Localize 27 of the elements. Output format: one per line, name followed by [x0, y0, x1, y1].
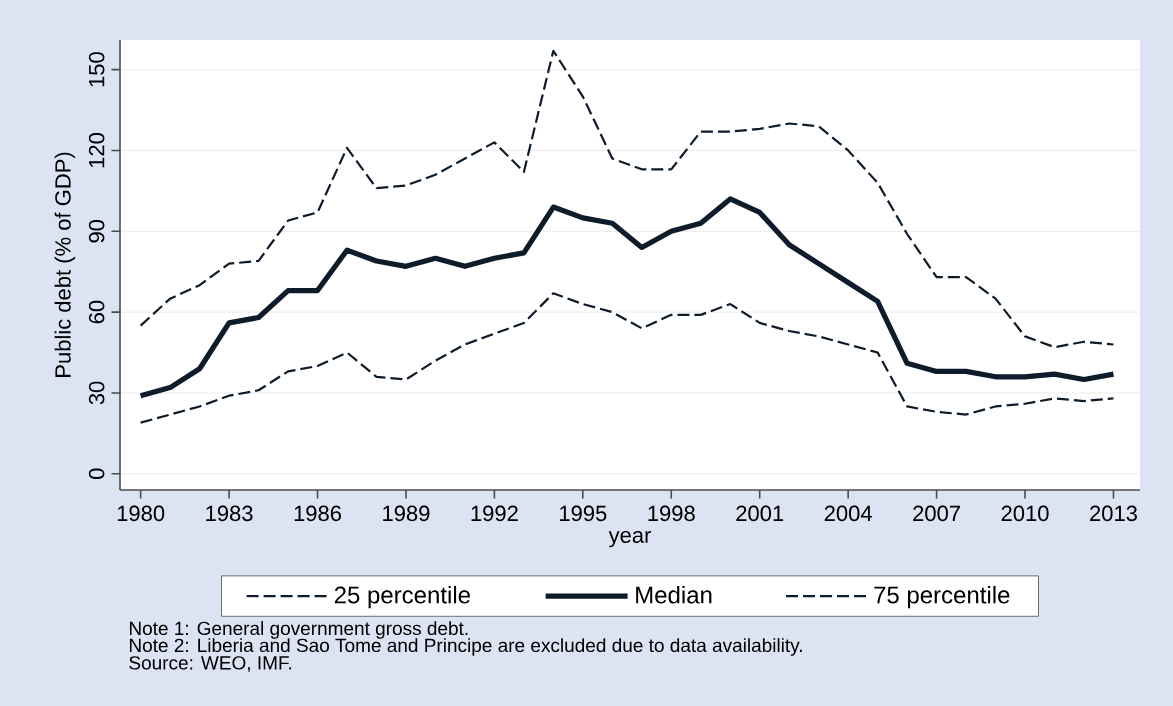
source-note: Source: WEO, IMF.	[129, 656, 292, 672]
y-tick-label: 30	[88, 381, 105, 405]
x-tick-label: 1980	[117, 505, 165, 522]
x-tick-label: 1998	[648, 505, 695, 522]
x-tick-label: 1995	[560, 505, 607, 522]
y-axis-title: Public debt (% of GDP)	[54, 152, 76, 377]
x-tick-label: 2010	[1001, 505, 1049, 522]
x-tick-label: 1992	[471, 505, 518, 522]
legend-label: 75 percentile	[874, 585, 1010, 609]
legend-label: Median	[636, 585, 712, 604]
x-tick-label: 2007	[913, 505, 960, 522]
x-tick-label: 2013	[1090, 505, 1137, 522]
y-tick-label: 120	[88, 133, 105, 168]
x-tick-label: 2004	[824, 505, 872, 522]
y-tick-label: 90	[88, 219, 105, 243]
line-series	[139, 292, 1115, 424]
x-tick-label: 1989	[383, 505, 430, 522]
x-tick-label: 2001	[736, 505, 784, 522]
text: Note 1: General government gross debt.	[129, 621, 468, 639]
x-tick-label: 1983	[206, 505, 253, 522]
legend-label: 25 percentile	[334, 585, 470, 609]
y-tick-label: 60	[88, 300, 105, 324]
x-tick-label: 1986	[294, 505, 342, 522]
y-tick-label: 0	[88, 468, 105, 480]
text: Note 2: Liberia and Sao Tome and Principe are excluded due to data availability.	[129, 638, 802, 656]
x-axis-title: year	[608, 530, 652, 548]
y-tick-label: 150	[88, 52, 105, 87]
